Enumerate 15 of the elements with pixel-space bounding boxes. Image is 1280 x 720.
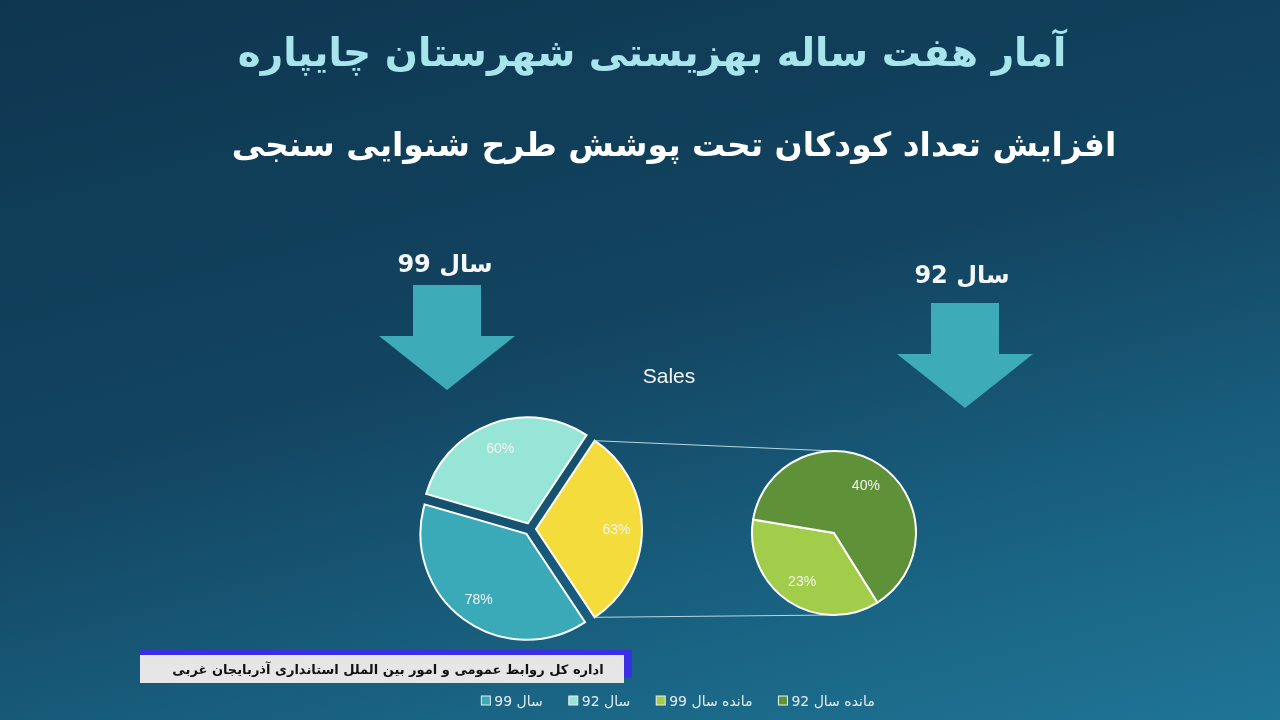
data-label: 63% — [602, 521, 631, 537]
legend-label: سال 99 — [494, 693, 543, 709]
data-label: 40% — [851, 477, 880, 494]
legend-label: مانده سال 92 — [791, 693, 875, 709]
legend-label: سال 92 — [581, 693, 631, 709]
text: Sales — [642, 364, 696, 387]
text: سال 92 — [914, 261, 1010, 289]
data-label: 23% — [788, 572, 817, 589]
legend-label: مانده سال 99 — [669, 693, 753, 709]
data-label: 60% — [486, 439, 515, 456]
data-label: 78% — [464, 590, 493, 607]
chart-title: آمار هفت ساله بهزیستی شهرستان چایپاره — [237, 28, 1068, 76]
text: سال 99 — [397, 250, 493, 278]
chart-subtitle: افزایش تعداد کودکان تحت پوشش طرح شنوایی سنجی — [231, 125, 1117, 165]
text: اداره کل روابط عمومی و امور بین الملل استانداری آذربایجان غربی — [172, 661, 604, 677]
